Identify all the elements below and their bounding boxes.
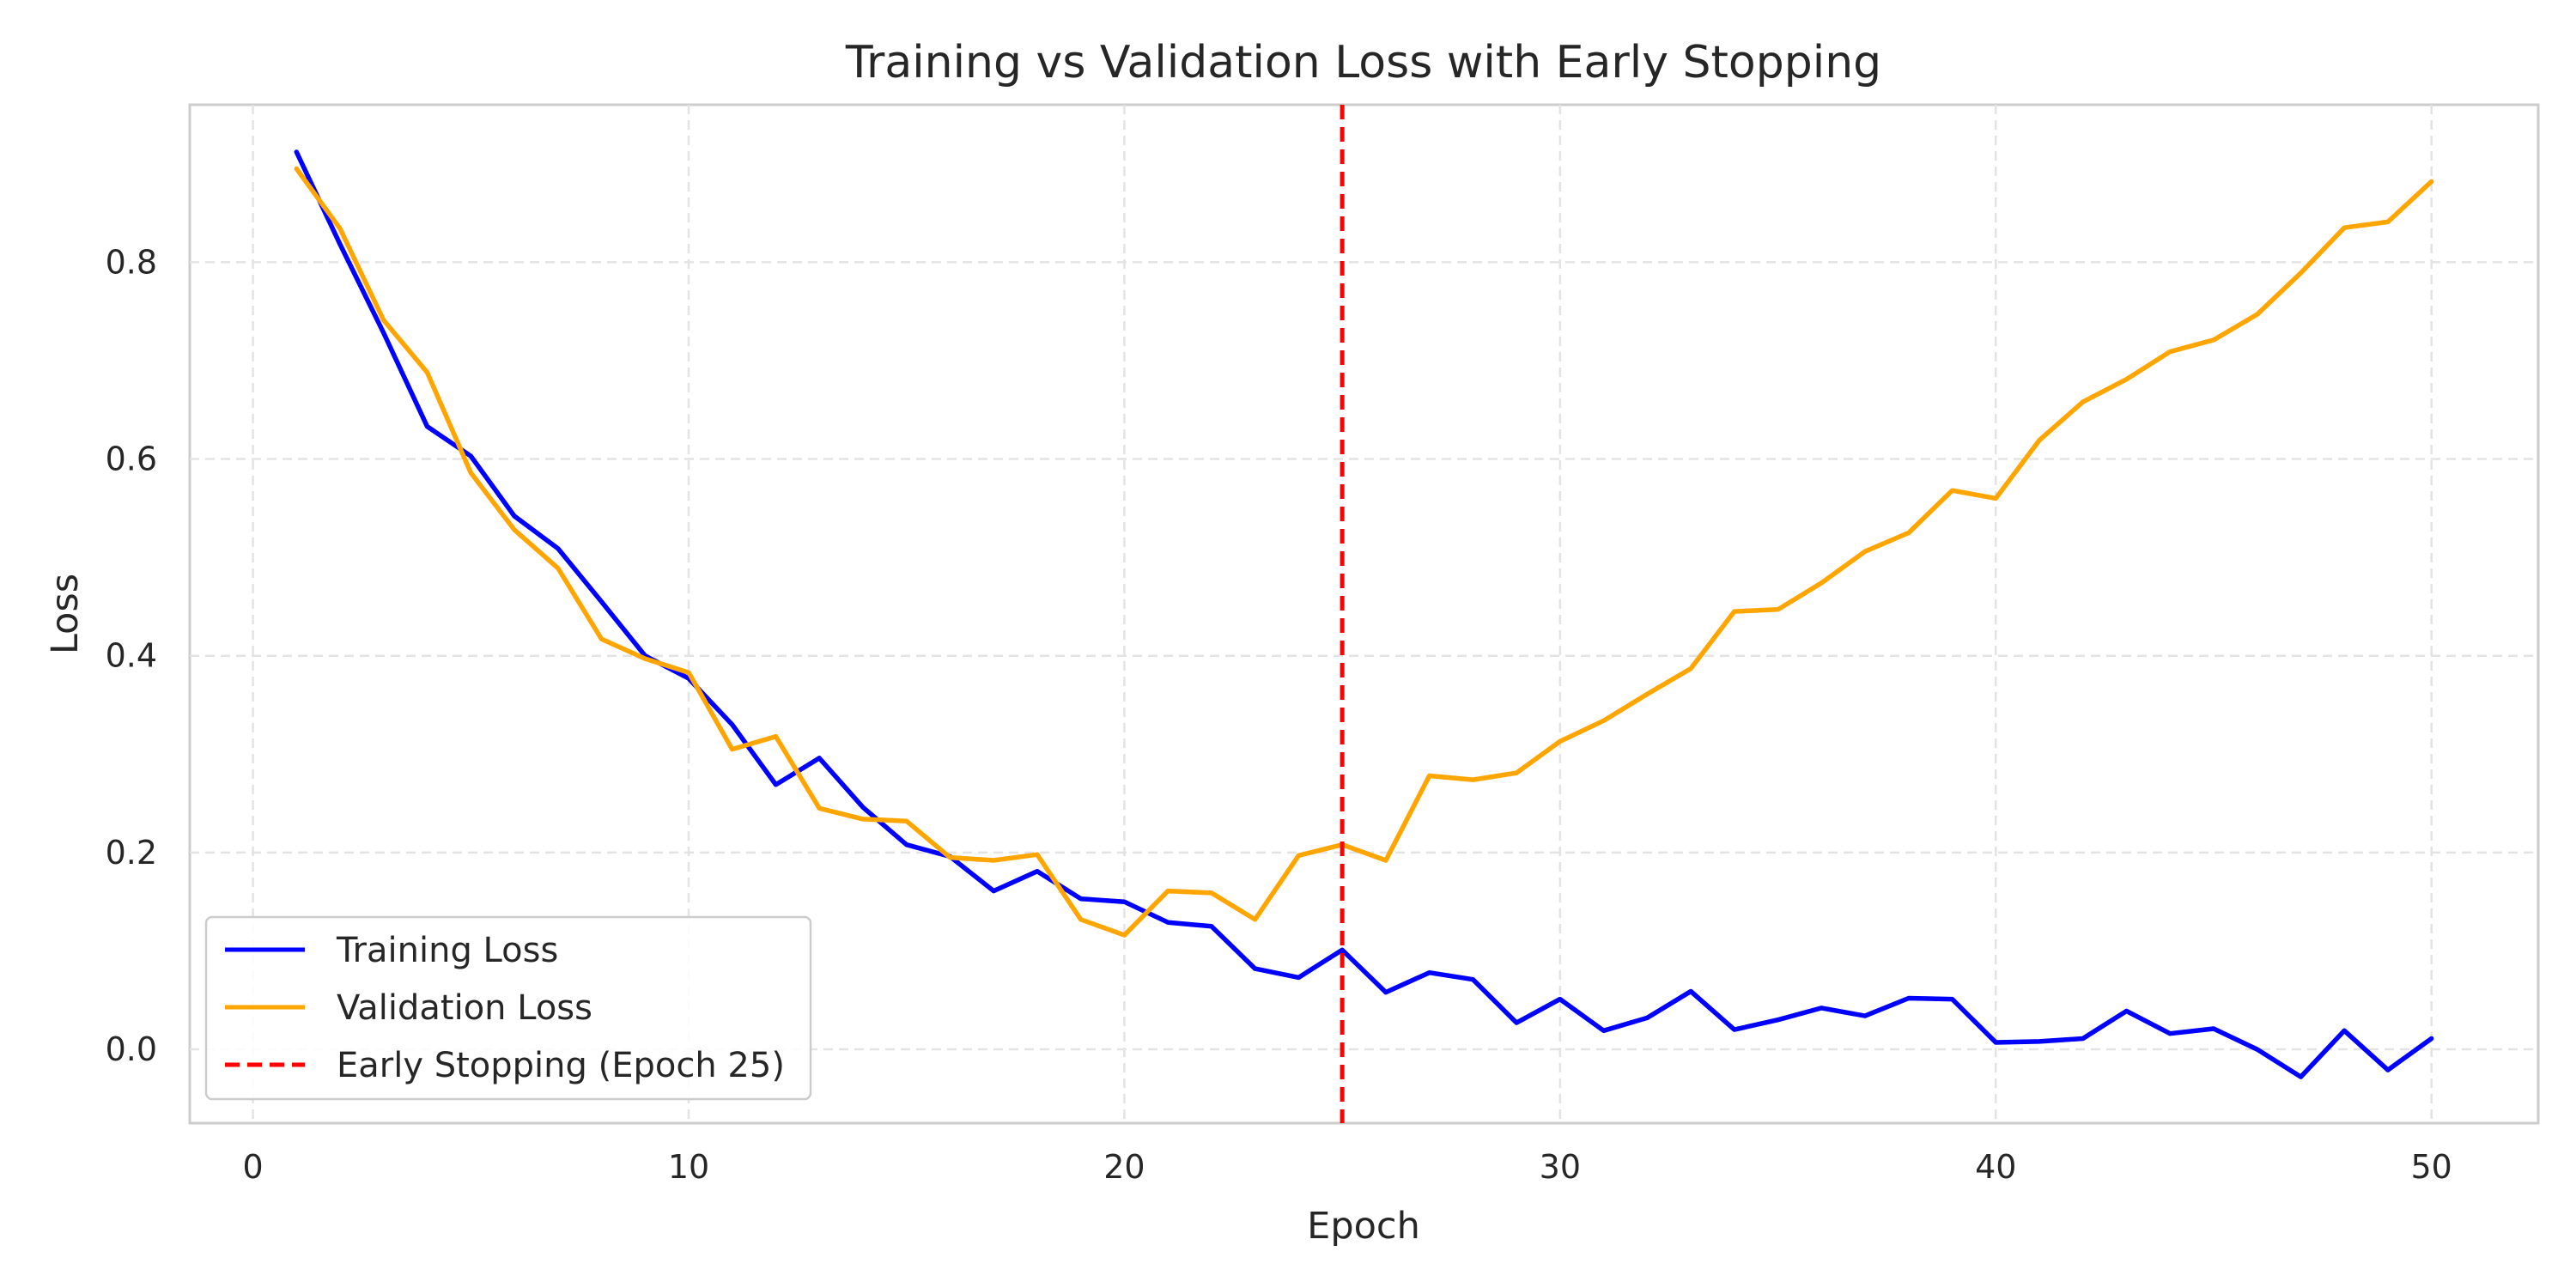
- y-tick-label: 0.6: [106, 440, 157, 478]
- x-axis-title: Epoch: [1307, 1205, 1420, 1248]
- legend-label-validation: Validation Loss: [337, 988, 592, 1028]
- x-tick-label: 30: [1540, 1148, 1581, 1186]
- legend: Training Loss Validation Loss Early Stop…: [204, 915, 812, 1101]
- chart-title: Training vs Validation Loss with Early S…: [845, 37, 1881, 88]
- x-tick-label: 10: [668, 1148, 709, 1186]
- legend-label-early-stopping: Early Stopping (Epoch 25): [337, 1046, 785, 1085]
- y-axis-title: Loss: [44, 574, 87, 654]
- x-tick-label: 40: [1975, 1148, 2016, 1186]
- legend-label-training: Training Loss: [336, 931, 558, 970]
- x-tick-label: 20: [1103, 1148, 1145, 1186]
- y-tick-label: 0.4: [106, 637, 157, 675]
- validation-loss-line: [294, 166, 2434, 938]
- x-tick-label: 0: [242, 1148, 263, 1186]
- y-tick-label: 0.2: [106, 834, 157, 872]
- x-tick-label: 50: [2411, 1148, 2452, 1186]
- axis-ticks: 0 10 20 30 40 50 0.0 0.2 0.4 0.6 0.8: [106, 243, 2452, 1186]
- legend-box: [204, 915, 812, 1101]
- y-tick-label: 0.0: [106, 1030, 157, 1068]
- y-tick-label: 0.8: [106, 243, 157, 281]
- data-lines: [294, 149, 2434, 1079]
